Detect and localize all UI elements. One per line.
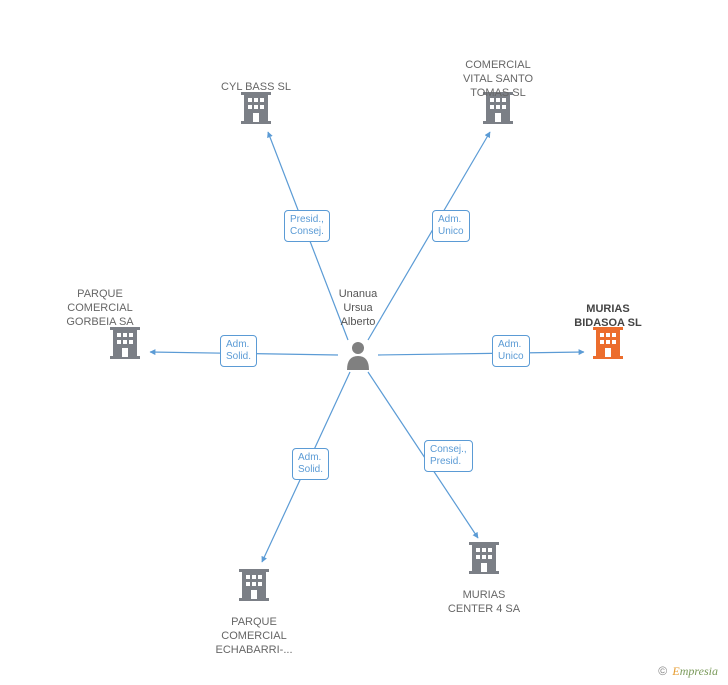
center-label: Unanua Ursua Alberto bbox=[313, 287, 403, 329]
edge-label: Adm. Solid. bbox=[292, 448, 329, 480]
node-label: PARQUE COMERCIAL ECHABARRI-... bbox=[199, 615, 309, 657]
edge-label: Adm. Unico bbox=[492, 335, 530, 367]
building-icon bbox=[110, 327, 140, 364]
diagram-canvas: CYL BASS SL COMERCIAL VITAL SANTO TOMAS … bbox=[0, 0, 728, 685]
brand-first-letter: E bbox=[672, 664, 679, 678]
node-label: MURIAS BIDASOA SL bbox=[553, 302, 663, 330]
building-icon bbox=[241, 92, 271, 129]
edge-label: Consej., Presid. bbox=[424, 440, 473, 472]
building-icon bbox=[593, 327, 623, 364]
node-label: COMERCIAL VITAL SANTO TOMAS SL bbox=[443, 58, 553, 100]
footer: © Empresia bbox=[658, 664, 718, 679]
edge-label: Presid., Consej. bbox=[284, 210, 330, 242]
edge-label: Adm. Solid. bbox=[220, 335, 257, 367]
node-label: CYL BASS SL bbox=[201, 80, 311, 94]
copyright-symbol: © bbox=[658, 664, 667, 678]
edge-label: Adm. Unico bbox=[432, 210, 470, 242]
edge-line bbox=[378, 352, 584, 355]
person-icon bbox=[345, 340, 371, 375]
building-icon bbox=[239, 569, 269, 606]
node-label: PARQUE COMERCIAL GORBEIA SA bbox=[45, 287, 155, 329]
node-label: MURIAS CENTER 4 SA bbox=[429, 588, 539, 616]
brand-rest: mpresia bbox=[680, 664, 718, 678]
building-icon bbox=[469, 542, 499, 579]
